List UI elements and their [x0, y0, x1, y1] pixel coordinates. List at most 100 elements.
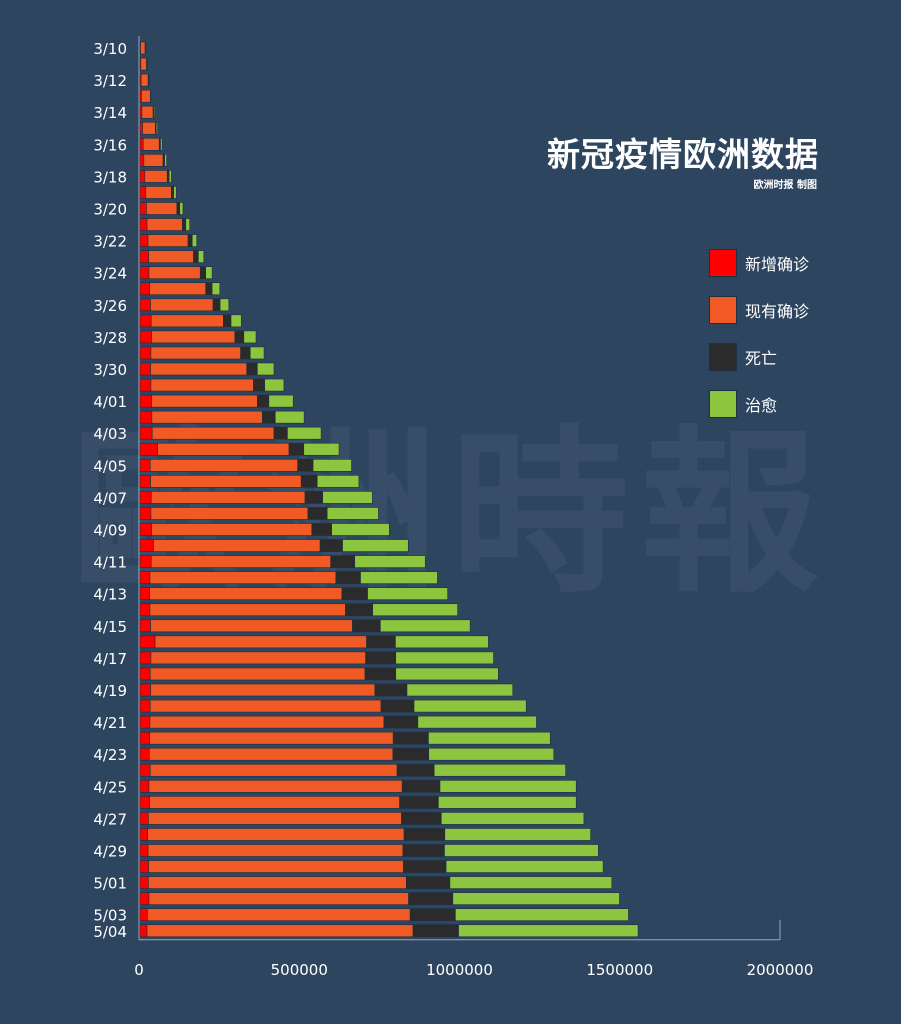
- bar-segment-new-cases-4-26: [139, 796, 150, 809]
- bar-segment-recovered-4-01: [268, 394, 294, 408]
- y-tick-label: 4/09: [93, 522, 127, 540]
- bar-segment-active-cases-4-27: [148, 812, 402, 825]
- chart-subtitle: 欧洲时报 制图: [753, 180, 817, 191]
- bar-segment-deaths-3-19: [171, 186, 174, 199]
- bar-segment-new-cases-4-25: [139, 779, 150, 793]
- bar-segment-recovered-4-09: [331, 523, 390, 536]
- bar-segment-deaths-5-02: [408, 892, 454, 905]
- y-tick-label: 3/10: [93, 40, 127, 58]
- bar-segment-recovered-3-29: [249, 346, 265, 360]
- bar-segment-recovered-4-26: [438, 796, 577, 809]
- bar-segment-new-cases-5-04: [139, 924, 148, 938]
- bar-segment-active-cases-4-23: [148, 747, 394, 761]
- bar-segment-new-cases-3-21: [139, 218, 148, 231]
- bar-segment-deaths-4-27: [401, 812, 442, 825]
- bar-segment-recovered-4-11: [354, 555, 426, 568]
- bar-segment-deaths-4-25: [401, 779, 441, 793]
- bar-segment-new-cases-4-16: [139, 635, 156, 649]
- bar-segment-active-cases-3-29: [150, 346, 241, 360]
- y-tick-label: 3/30: [93, 361, 127, 379]
- bar-segment-deaths-3-27: [223, 314, 232, 328]
- bar-segment-new-cases-5-02: [139, 892, 150, 905]
- bar-segment-deaths-4-15: [352, 619, 381, 633]
- bar-segment-active-cases-3-22: [147, 234, 189, 247]
- bar-segment-deaths-4-08: [307, 507, 328, 520]
- bar-segment-active-cases-3-23: [148, 250, 194, 263]
- y-tick-label: 4/27: [93, 810, 127, 828]
- bar-segment-active-cases-5-01: [148, 876, 407, 889]
- y-tick-label: 5/04: [93, 923, 127, 941]
- bar-segment-new-cases-3-28: [139, 330, 152, 344]
- y-tick-label: 3/26: [93, 297, 127, 315]
- bar-segment-recovered-4-24: [433, 763, 566, 777]
- y-tick-label: 4/13: [93, 586, 127, 604]
- bar-segment-active-cases-4-15: [150, 619, 353, 633]
- bar-segment-deaths-4-16: [366, 635, 396, 649]
- bar-segment-recovered-3-24: [205, 266, 213, 280]
- bar-segment-deaths-3-31: [253, 378, 265, 392]
- bar-segment-recovered-3-26: [219, 298, 230, 312]
- y-tick-label: 4/29: [93, 843, 127, 861]
- bar-segment-deaths-4-17: [365, 651, 397, 665]
- bar-segment-recovered-3-21: [185, 218, 190, 231]
- bar-segment-recovered-3-20: [179, 202, 184, 215]
- bar-segment-new-cases-3-15: [139, 121, 143, 135]
- bar-segment-recovered-4-07: [322, 491, 373, 504]
- bar-segment-active-cases-4-02: [151, 410, 263, 424]
- bar-segment-active-cases-4-08: [150, 507, 309, 520]
- bar-segment-active-cases-4-05: [149, 458, 298, 472]
- bar-segment-recovered-4-03: [287, 426, 322, 440]
- bar-segment-deaths-4-20: [380, 699, 415, 713]
- bar-segment-recovered-5-02: [452, 892, 620, 905]
- legend-item-deaths: 死亡: [709, 342, 809, 372]
- legend-label-recovered: 治愈: [745, 396, 778, 415]
- bar-segment-new-cases-3-29: [139, 346, 152, 360]
- bar-segment-new-cases-4-20: [139, 699, 151, 713]
- bar-segment-new-cases-4-23: [139, 747, 150, 761]
- bar-segment-new-cases-4-21: [139, 715, 151, 729]
- bar-segment-recovered-3-18: [168, 170, 172, 183]
- bar-segment-recovered-5-04: [458, 924, 639, 938]
- bar-segment-new-cases-4-15: [139, 619, 151, 633]
- y-tick-label: 3/18: [93, 168, 127, 186]
- bar-segment-active-cases-3-19: [145, 186, 172, 199]
- bar-segment-deaths-4-03: [273, 426, 288, 440]
- bar-segment-deaths-4-23: [392, 747, 430, 761]
- bar-segment-active-cases-4-28: [147, 828, 405, 841]
- y-tick-label: 4/17: [93, 650, 127, 668]
- bar-segment-active-cases-4-22: [149, 731, 394, 745]
- bar-segment-recovered-3-28: [243, 330, 257, 344]
- bar-segment-active-cases-5-04: [146, 924, 414, 938]
- bar-segment-deaths-4-14: [345, 603, 373, 617]
- y-tick-label: 4/15: [93, 618, 127, 636]
- y-tick-label: 4/11: [93, 554, 127, 572]
- bar-segment-deaths-3-25: [205, 282, 213, 296]
- bar-segment-active-cases-3-15: [142, 121, 156, 135]
- bar-segment-deaths-5-03: [409, 908, 456, 922]
- y-tick-label: 5/03: [93, 907, 127, 925]
- bar-segment-new-cases-5-01: [139, 876, 149, 889]
- bar-segment-recovered-4-04: [303, 442, 340, 456]
- x-tick-label: 1000000: [426, 961, 493, 979]
- y-tick-label: 3/16: [93, 136, 127, 154]
- bar-segment-recovered-3-13: [150, 89, 152, 103]
- bar-segment-active-cases-3-25: [149, 282, 207, 296]
- y-tick-label: 3/24: [93, 265, 127, 283]
- bar-segment-new-cases-4-06: [139, 475, 151, 488]
- bar-segment-active-cases-3-28: [151, 330, 236, 344]
- bar-segment-new-cases-3-19: [139, 186, 147, 199]
- x-tick-label: 1500000: [586, 961, 653, 979]
- bar-segment-active-cases-3-12: [140, 73, 149, 87]
- bar-segment-new-cases-3-30: [139, 362, 151, 376]
- bar-segment-active-cases-4-09: [151, 523, 313, 536]
- bar-segment-new-cases-3-27: [139, 314, 152, 328]
- bar-segment-recovered-4-30: [445, 860, 604, 873]
- bar-segment-recovered-3-15: [156, 121, 158, 135]
- bar-segment-deaths-4-01: [257, 394, 270, 408]
- bar-segment-new-cases-4-02: [139, 410, 153, 424]
- bar-segment-recovered-3-19: [173, 186, 177, 199]
- bar-segment-deaths-4-29: [402, 844, 445, 857]
- bar-segment-new-cases-4-12: [139, 571, 151, 584]
- bar-segment-new-cases-3-26: [139, 298, 151, 312]
